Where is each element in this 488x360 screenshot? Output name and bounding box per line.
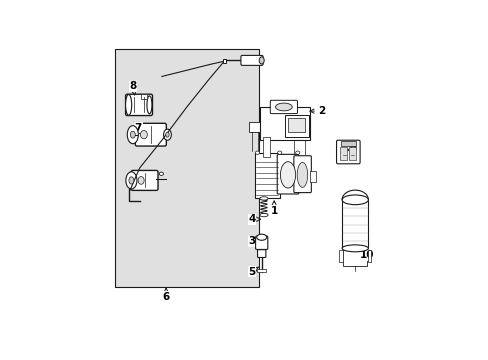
Text: 7: 7 (134, 123, 143, 136)
FancyBboxPatch shape (125, 94, 152, 116)
FancyBboxPatch shape (285, 115, 308, 138)
FancyBboxPatch shape (339, 250, 342, 262)
Text: 6: 6 (162, 288, 169, 302)
Ellipse shape (163, 129, 171, 140)
Text: 2: 2 (309, 106, 324, 116)
Ellipse shape (259, 197, 267, 200)
FancyBboxPatch shape (255, 236, 267, 249)
FancyBboxPatch shape (249, 122, 263, 132)
FancyBboxPatch shape (309, 171, 315, 182)
Ellipse shape (297, 162, 307, 187)
FancyBboxPatch shape (241, 55, 263, 66)
Ellipse shape (277, 151, 281, 154)
Ellipse shape (255, 151, 259, 154)
FancyBboxPatch shape (367, 250, 370, 262)
FancyBboxPatch shape (260, 107, 309, 140)
Ellipse shape (125, 172, 137, 189)
FancyBboxPatch shape (277, 154, 298, 194)
Ellipse shape (125, 94, 131, 115)
Ellipse shape (165, 132, 169, 137)
Ellipse shape (280, 162, 295, 188)
FancyBboxPatch shape (257, 269, 265, 272)
Ellipse shape (127, 126, 138, 144)
Ellipse shape (138, 176, 144, 184)
Text: 8: 8 (129, 81, 136, 95)
FancyBboxPatch shape (293, 156, 311, 193)
FancyBboxPatch shape (223, 59, 226, 63)
Ellipse shape (295, 151, 299, 154)
Ellipse shape (130, 131, 135, 138)
FancyBboxPatch shape (348, 147, 355, 159)
FancyBboxPatch shape (263, 138, 269, 157)
Text: 1: 1 (270, 201, 277, 216)
Ellipse shape (342, 195, 367, 205)
Text: 3: 3 (248, 237, 260, 246)
Text: 9: 9 (346, 145, 356, 155)
Text: 4: 4 (248, 214, 260, 224)
FancyBboxPatch shape (254, 153, 279, 198)
Ellipse shape (342, 245, 367, 252)
FancyBboxPatch shape (340, 147, 346, 159)
FancyBboxPatch shape (287, 118, 304, 132)
FancyBboxPatch shape (141, 94, 146, 99)
FancyBboxPatch shape (270, 100, 297, 114)
Ellipse shape (275, 103, 292, 111)
FancyBboxPatch shape (342, 200, 367, 248)
Ellipse shape (256, 234, 266, 240)
FancyBboxPatch shape (115, 49, 259, 287)
Ellipse shape (259, 213, 267, 217)
FancyBboxPatch shape (131, 170, 158, 190)
FancyBboxPatch shape (135, 123, 166, 146)
FancyBboxPatch shape (340, 141, 355, 146)
Ellipse shape (259, 57, 264, 64)
FancyBboxPatch shape (257, 250, 265, 257)
Text: 5: 5 (248, 267, 258, 277)
Ellipse shape (129, 177, 134, 184)
Ellipse shape (159, 172, 163, 175)
Ellipse shape (140, 131, 147, 139)
Text: 10: 10 (357, 246, 373, 260)
FancyBboxPatch shape (336, 140, 359, 164)
FancyBboxPatch shape (343, 247, 366, 266)
Ellipse shape (146, 96, 152, 114)
